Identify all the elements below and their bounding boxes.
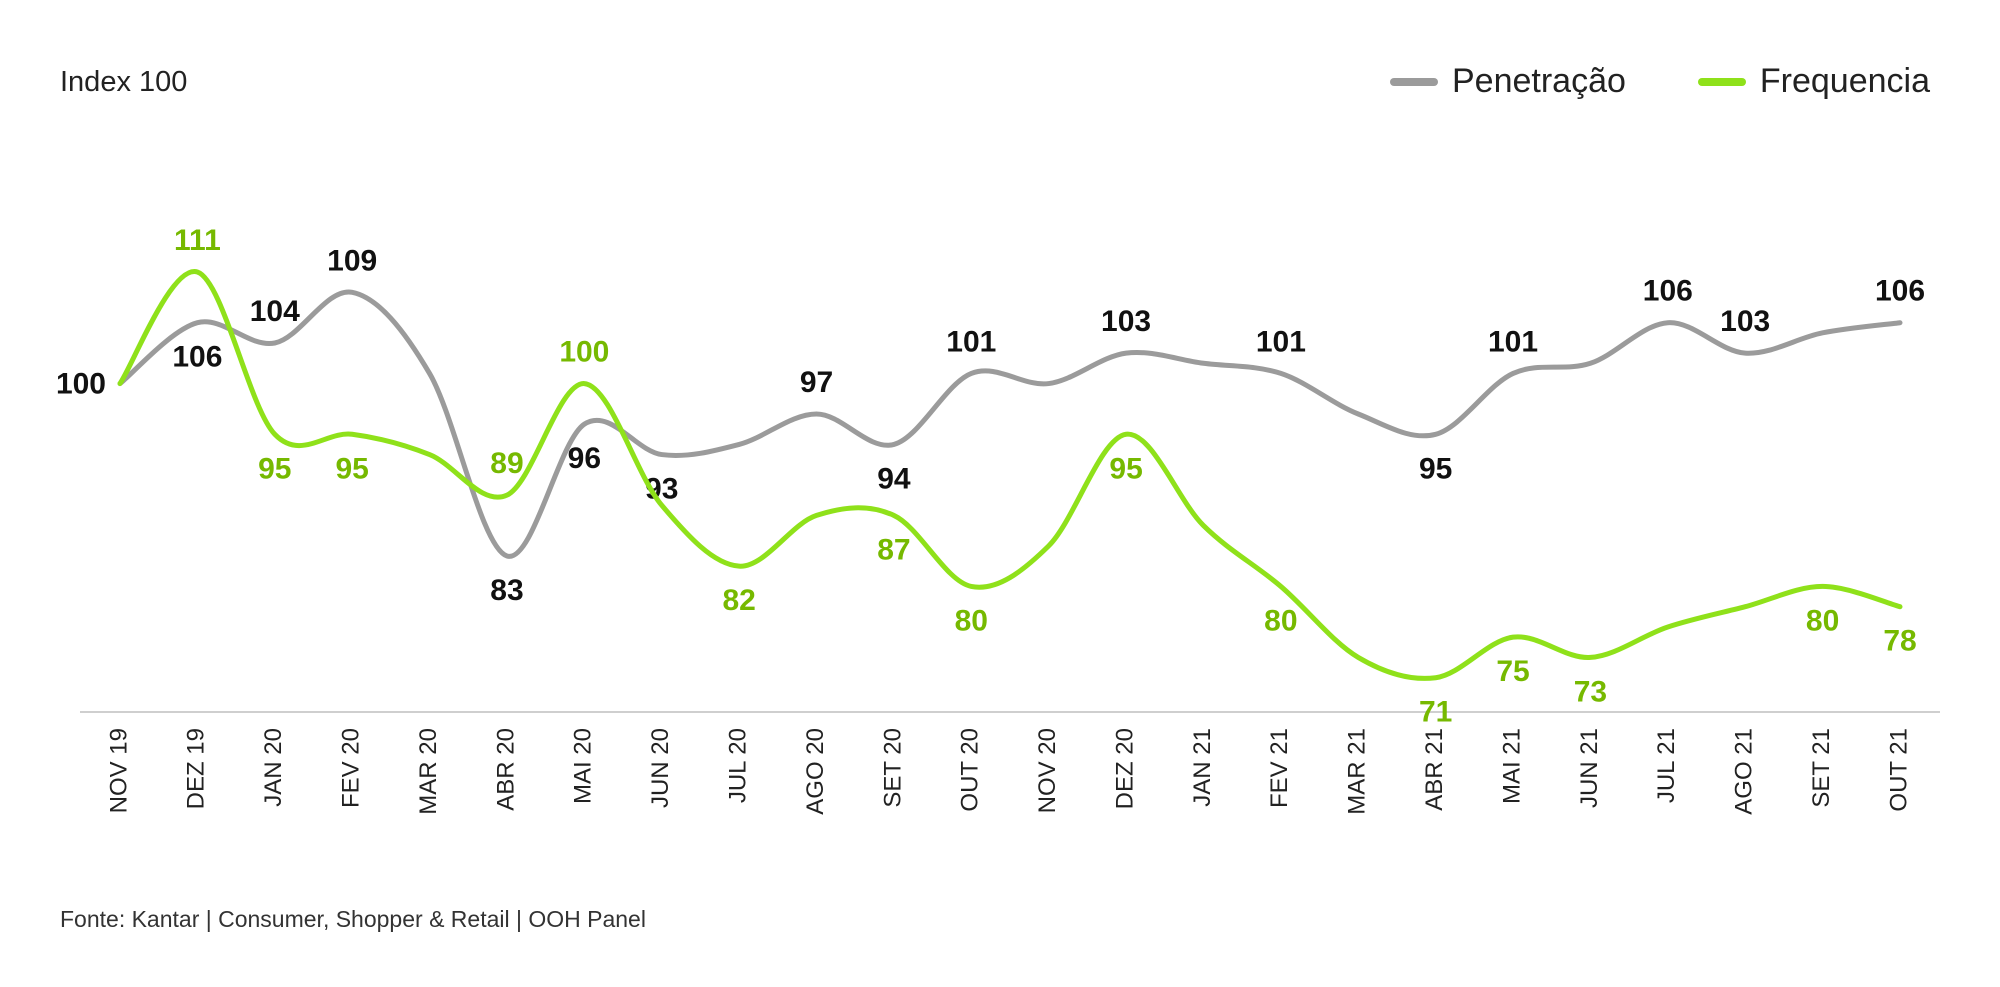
x-tick-label: NOV 20 [1034,728,1061,813]
data-label-penetracao: 103 [1720,305,1770,338]
data-label-frequencia: 80 [1806,604,1839,637]
x-tick-label: AGO 20 [802,728,829,815]
x-tick-label: JUN 20 [647,728,674,808]
x-tick-label: MAR 21 [1344,728,1371,815]
legend: Penetração Frequencia [1389,62,1930,101]
data-label-penetracao: 101 [1256,325,1306,358]
legend-swatch-frequencia [1697,77,1746,86]
series-line-penetracao [117,289,1903,559]
data-label-frequencia: 73 [1574,675,1607,708]
x-tick-label: OUT 20 [957,728,984,812]
data-label-frequencia: 80 [1264,604,1297,637]
data-label-penetracao: 109 [327,244,377,277]
x-tick-label: ABR 20 [492,728,519,811]
data-label-frequencia: 95 [258,452,291,485]
data-label-penetracao: 100 [56,368,106,401]
data-label-frequencia: 89 [490,447,523,480]
data-label-frequencia: 95 [1109,452,1142,485]
data-label-frequencia: 71 [1419,696,1452,729]
data-label-penetracao: 83 [490,574,523,607]
x-tick-label: MAI 21 [1498,728,1525,804]
data-label-frequencia: 75 [1496,655,1529,688]
data-label-penetracao: 106 [172,341,222,374]
x-tick-label: JAN 20 [260,728,287,807]
x-tick-label: FEV 21 [1266,728,1293,808]
x-tick-label: MAR 20 [415,728,442,815]
legend-label-frequencia: Frequencia [1759,62,1930,100]
data-label-frequencia: 111 [174,224,221,257]
x-tick-label: SET 21 [1808,728,1835,808]
x-tick-label: DEZ 19 [183,728,210,809]
x-tick-label: NOV 19 [105,728,132,813]
x-tick-label: ABR 21 [1421,728,1448,811]
legend-item-frequencia: Frequencia [1697,62,1930,101]
x-tick-label: JUL 20 [724,728,751,803]
data-label-frequencia: 100 [559,336,609,369]
x-tick-label: JUN 21 [1576,728,1603,808]
data-label-frequencia: 87 [877,533,910,566]
x-tick-label: AGO 21 [1731,728,1758,815]
x-tick-label: MAI 20 [570,728,597,804]
x-tick-label: JUL 21 [1653,728,1680,803]
data-label-penetracao: 104 [250,295,300,328]
x-tick-label: FEV 20 [338,728,365,808]
data-label-penetracao: 106 [1875,275,1925,308]
legend-item-penetracao: Penetração [1389,62,1626,101]
legend-label-penetracao: Penetração [1451,62,1626,100]
data-label-frequencia: 80 [955,604,988,637]
data-label-penetracao: 103 [1101,305,1151,338]
data-label-penetracao: 97 [800,366,833,399]
data-label-penetracao: 96 [568,442,601,475]
x-tick-label: JAN 21 [1189,728,1216,807]
legend-swatch-penetracao [1389,77,1438,86]
x-tick-label: SET 20 [879,728,906,808]
x-tick-label: DEZ 20 [1111,728,1138,809]
data-label-penetracao: 101 [1488,325,1538,358]
y-axis-label: Index 100 [60,66,188,98]
x-tick-label: OUT 21 [1885,728,1912,812]
data-label-penetracao: 106 [1643,275,1693,308]
series-line-frequencia [117,269,1903,681]
data-label-penetracao: 95 [1419,452,1452,485]
data-label-penetracao: 94 [877,462,911,495]
data-label-frequencia: 82 [722,584,755,617]
data-label-penetracao: 101 [946,325,996,358]
data-label-frequencia: 95 [335,452,368,485]
data-label-frequencia: 78 [1883,625,1916,658]
source-note: Fonte: Kantar | Consumer, Shopper & Reta… [60,906,646,932]
